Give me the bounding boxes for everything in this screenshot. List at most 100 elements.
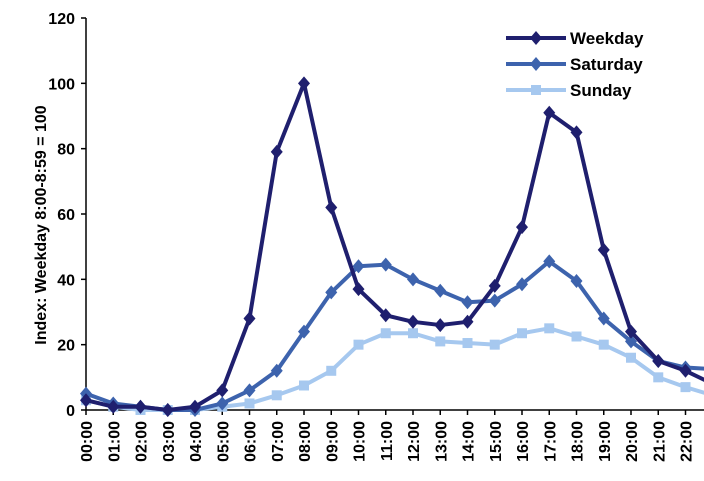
series-line-saturday — [85, 259, 704, 412]
y-tick-label: 60 — [57, 207, 75, 224]
series-weekday — [80, 76, 704, 417]
data-point-weekday — [407, 314, 419, 329]
x-tick-label: 07:00 — [270, 421, 287, 462]
data-point-sunday — [326, 365, 337, 376]
y-tick-label: 80 — [57, 142, 75, 159]
x-tick-label: 22:00 — [679, 421, 696, 462]
data-point-sunday — [598, 339, 609, 350]
data-point-saturday — [298, 324, 310, 339]
x-tick-label: 20:00 — [624, 421, 641, 462]
y-tick-label: 20 — [57, 338, 75, 355]
data-point-sunday — [408, 328, 418, 339]
data-point-saturday — [379, 257, 392, 272]
legend-item-saturday: Saturday — [506, 55, 643, 74]
data-point-weekday — [352, 282, 365, 297]
data-point-weekday — [80, 393, 92, 408]
data-point-sunday — [489, 339, 500, 350]
data-point-sunday — [571, 331, 582, 342]
data-point-saturday — [407, 272, 419, 287]
data-point-saturday — [488, 293, 501, 308]
data-point-saturday — [434, 283, 447, 298]
x-tick-label: 03:00 — [161, 421, 178, 462]
x-tick-label: 12:00 — [406, 421, 423, 462]
data-point-saturday — [461, 295, 474, 310]
legend-marker — [530, 31, 542, 45]
legend-item-weekday: Weekday — [506, 29, 644, 48]
x-tick-label: 05:00 — [215, 421, 232, 462]
legend: Weekday Saturday Sunday — [506, 29, 644, 100]
data-point-weekday — [543, 105, 556, 120]
x-tick-label: 13:00 — [433, 421, 450, 462]
data-point-sunday — [626, 352, 636, 363]
data-point-weekday — [434, 318, 447, 333]
series-group — [80, 76, 704, 417]
data-point-weekday — [679, 363, 692, 378]
data-point-weekday — [625, 324, 637, 339]
data-point-sunday — [299, 380, 309, 391]
legend-marker — [530, 57, 542, 71]
x-tick-label: 10:00 — [352, 421, 369, 462]
data-point-sunday — [544, 323, 555, 334]
x-tick-label: 02:00 — [134, 421, 151, 462]
series-line-weekday — [85, 81, 704, 412]
data-point-saturday — [570, 273, 583, 288]
x-tick-label: 08:00 — [297, 421, 314, 462]
data-point-weekday — [325, 200, 338, 215]
x-tick-label: 17:00 — [542, 421, 559, 462]
series-saturday — [80, 254, 704, 417]
data-point-weekday — [216, 383, 229, 398]
data-point-weekday — [161, 403, 174, 417]
x-tick-label: 21:00 — [651, 421, 668, 462]
data-point-sunday — [244, 398, 255, 409]
x-tick-label: 01:00 — [106, 421, 123, 462]
series-line-sunday — [85, 326, 704, 412]
y-tick-label: 40 — [57, 272, 75, 289]
data-point-saturday — [270, 363, 283, 378]
data-point-saturday — [243, 383, 256, 398]
data-point-sunday — [380, 328, 391, 339]
legend-marker — [531, 85, 541, 95]
data-point-weekday — [597, 242, 610, 257]
x-tick-label: 04:00 — [188, 421, 205, 462]
y-tick-label: 120 — [48, 11, 75, 28]
legend-item-sunday: Sunday — [506, 81, 632, 100]
series-sunday — [81, 323, 704, 415]
data-point-weekday — [134, 399, 147, 414]
data-point-weekday — [189, 399, 201, 414]
data-point-sunday — [653, 372, 664, 383]
x-tick-label: 00:00 — [79, 421, 96, 462]
x-tick-label: 14:00 — [461, 421, 478, 462]
x-tick-labels: 00:00 01:00 02:00 03:00 04:00 05:00 06:00 07:00… — [79, 421, 696, 462]
data-point-weekday — [379, 308, 392, 323]
data-point-saturday — [325, 285, 338, 300]
x-tick-label: 18:00 — [570, 421, 587, 462]
data-point-saturday — [216, 396, 229, 411]
data-point-weekday — [461, 314, 474, 329]
data-point-sunday — [517, 328, 527, 339]
data-point-sunday — [271, 390, 282, 401]
data-point-weekday — [488, 278, 501, 293]
y-tick-label: 0 — [66, 403, 75, 420]
data-point-weekday — [516, 220, 528, 235]
axes — [81, 17, 704, 415]
data-point-weekday — [652, 354, 665, 368]
legend-label: Weekday — [570, 29, 644, 48]
y-axis-label: Index: Weekday 8:00-8:59 = 100 — [33, 105, 50, 344]
data-point-saturday — [543, 254, 556, 269]
data-point-saturday — [597, 311, 610, 326]
y-tick-labels: 0 20 40 60 80 100 120 — [48, 11, 75, 420]
data-point-saturday — [516, 277, 528, 292]
x-tick-label: 11:00 — [379, 421, 396, 461]
x-tick-label: 19:00 — [597, 421, 614, 462]
data-point-saturday — [625, 334, 637, 349]
data-point-weekday — [570, 125, 583, 140]
legend-label: Saturday — [570, 55, 643, 74]
data-point-weekday — [107, 399, 120, 414]
x-tick-label: 09:00 — [324, 421, 341, 462]
x-tick-label: 15:00 — [488, 421, 505, 462]
data-point-weekday — [298, 76, 310, 91]
data-point-sunday — [435, 336, 446, 347]
data-point-sunday — [353, 339, 364, 350]
data-point-sunday — [462, 338, 473, 349]
